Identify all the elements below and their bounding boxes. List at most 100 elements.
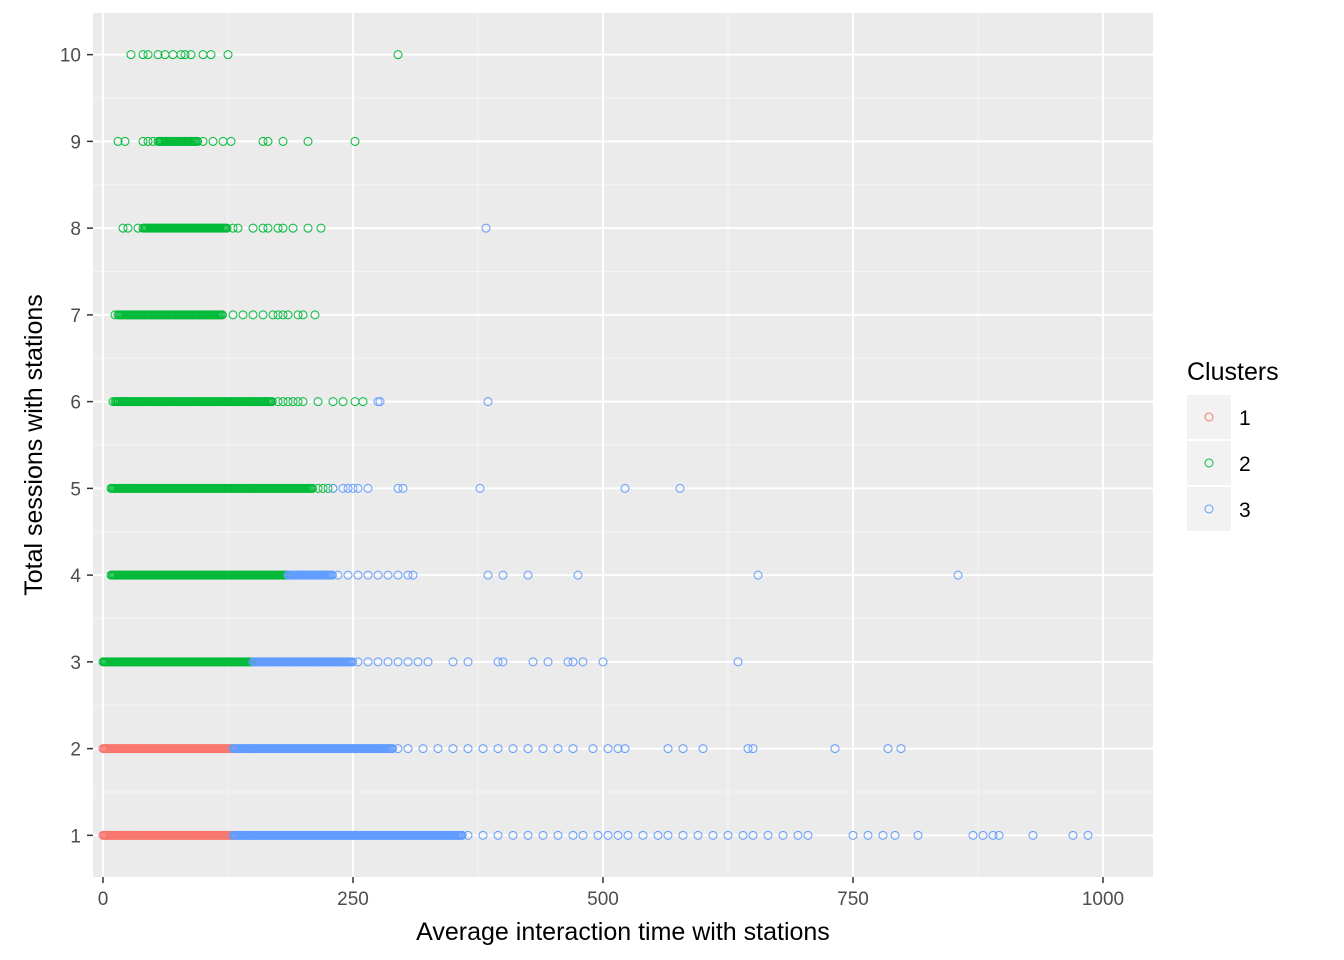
data-point — [143, 136, 153, 146]
data-point — [126, 50, 136, 60]
data-point — [403, 570, 413, 580]
data-point — [478, 744, 488, 754]
data-point — [463, 657, 473, 667]
data-point — [418, 744, 428, 754]
x-axis-ticks: 0 250 500 750 1000 — [98, 877, 1124, 910]
data-point — [523, 744, 533, 754]
data-point — [553, 830, 563, 840]
data-point — [353, 483, 363, 493]
data-point — [223, 50, 233, 60]
data-point — [283, 310, 293, 320]
data-point — [373, 657, 383, 667]
data-point — [273, 310, 283, 320]
data-point — [398, 483, 408, 493]
data-point — [110, 310, 120, 320]
data-point — [328, 483, 338, 493]
y-tick-label: 1 — [70, 826, 81, 847]
data-point — [578, 830, 588, 840]
data-point — [338, 397, 348, 407]
legend-key-symbol — [1204, 458, 1214, 468]
data-point — [433, 744, 443, 754]
data-point — [878, 830, 888, 840]
data-point — [553, 744, 563, 754]
data-point — [123, 223, 133, 233]
data-point — [308, 483, 318, 493]
data-point — [293, 310, 303, 320]
data-point — [563, 657, 573, 667]
data-point — [353, 570, 363, 580]
data-point — [448, 744, 458, 754]
major-gridlines — [93, 13, 1153, 877]
y-tick-label: 5 — [70, 479, 81, 500]
data-point — [113, 136, 123, 146]
data-point — [222, 223, 232, 233]
data-point — [588, 744, 598, 754]
data-point — [620, 483, 630, 493]
data-point — [238, 310, 248, 320]
data-point — [693, 830, 703, 840]
data-point — [268, 310, 278, 320]
data-point — [508, 830, 518, 840]
data-point — [620, 744, 630, 754]
data-point — [108, 397, 118, 407]
legend-label: 3 — [1239, 499, 1251, 522]
data-point — [896, 744, 906, 754]
data-point — [393, 50, 403, 60]
data-point — [463, 744, 473, 754]
data-point — [298, 310, 308, 320]
data-point — [978, 830, 988, 840]
y-tick-label: 3 — [70, 653, 81, 674]
data-point — [748, 744, 758, 754]
data-point — [763, 830, 773, 840]
data-point — [323, 483, 333, 493]
series-3 — [228, 223, 1093, 840]
data-point — [148, 136, 158, 146]
data-point — [723, 830, 733, 840]
data-point — [593, 830, 603, 840]
data-point — [988, 830, 998, 840]
data-point — [193, 136, 203, 146]
data-point — [830, 744, 840, 754]
data-point — [393, 657, 403, 667]
minor-gridlines — [93, 13, 1153, 877]
x-tick-label: 1000 — [1082, 889, 1124, 910]
data-point — [228, 223, 238, 233]
data-point — [273, 223, 283, 233]
legend-label: 2 — [1239, 453, 1251, 476]
data-point — [793, 830, 803, 840]
data-point — [288, 223, 298, 233]
data-point — [573, 570, 583, 580]
data-point — [733, 657, 743, 667]
data-point — [613, 830, 623, 840]
data-point — [217, 310, 227, 320]
data-point — [133, 223, 143, 233]
data-point — [493, 657, 503, 667]
data-point — [138, 136, 148, 146]
data-point — [448, 657, 458, 667]
data-point — [1028, 830, 1038, 840]
data-point — [310, 310, 320, 320]
data-point — [994, 830, 1004, 840]
x-axis-title: Average interaction time with stations — [416, 918, 830, 946]
data-point — [413, 657, 423, 667]
data-point — [523, 830, 533, 840]
data-point — [863, 830, 873, 840]
data-point — [180, 50, 190, 60]
data-point — [598, 657, 608, 667]
legend-key-symbol — [1204, 412, 1214, 422]
data-point — [528, 657, 538, 667]
data-point — [483, 397, 493, 407]
data-point — [663, 744, 673, 754]
y-axis-title: Total sessions with stations — [20, 294, 48, 596]
data-point — [118, 397, 128, 407]
data-point — [498, 570, 508, 580]
y-tick-label: 4 — [70, 566, 81, 587]
data-point — [890, 830, 900, 840]
data-point — [698, 744, 708, 754]
data-point — [803, 830, 813, 840]
data-point — [578, 657, 588, 667]
data-point — [143, 50, 153, 60]
data-point — [278, 397, 288, 407]
data-point — [708, 830, 718, 840]
